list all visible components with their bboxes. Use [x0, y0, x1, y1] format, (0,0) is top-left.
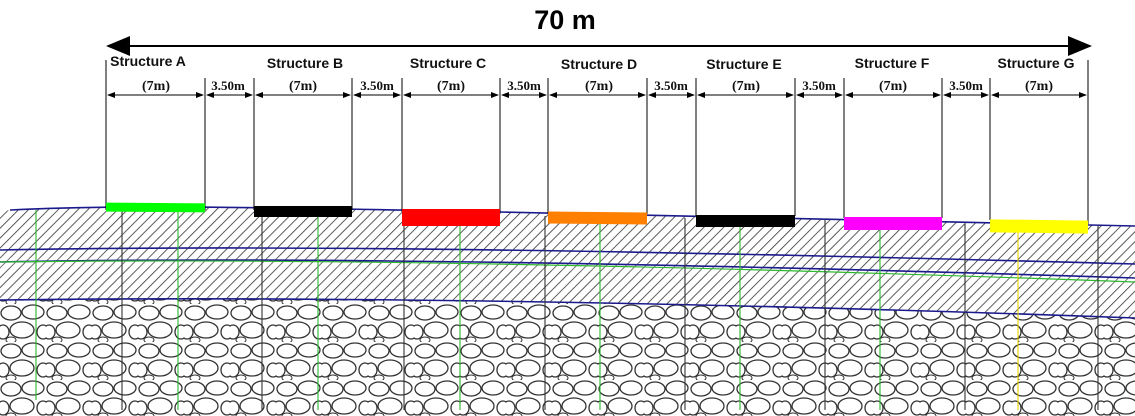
structure-b-footing: [254, 206, 352, 217]
structure-g: Structure G (7m): [989, 55, 1089, 234]
gap-label-ef: 3.50m: [802, 78, 836, 93]
structure-e: Structure E (7m): [695, 56, 796, 227]
structure-e-footing: [696, 215, 795, 227]
structure-a: Structure A (7m): [105, 53, 206, 213]
gap-label-fg: 3.50m: [949, 78, 983, 93]
grid-lines: [35, 210, 1099, 410]
gap-label-de: 3.50m: [654, 78, 688, 93]
boundary-line-3: [0, 298, 1135, 319]
structure-a-footing: [105, 202, 206, 213]
structure-f-footing: [844, 217, 942, 230]
structures: Structure A (7m) 3.50m Structure B (7m) …: [105, 53, 1089, 234]
structure-b-label: Structure B: [267, 55, 343, 71]
structure-a-label: Structure A: [110, 53, 186, 69]
structure-c-footing: [402, 209, 500, 226]
structure-e-width: (7m): [732, 79, 760, 94]
structure-f-width: (7m): [879, 79, 907, 94]
structure-a-width: (7m): [142, 79, 170, 94]
structure-c-width: (7m): [437, 79, 465, 94]
boundary-line-1: [0, 247, 1135, 265]
hatched-upper-layer: [0, 206, 1135, 318]
structure-d: Structure D (7m): [547, 56, 648, 225]
hatched-middle-band: [0, 256, 1135, 286]
overall-dimension-label: 70 m: [534, 5, 596, 35]
gap-label-ab: 3.50m: [211, 78, 245, 93]
gap-label-cd: 3.50m: [507, 78, 541, 93]
green-horizontal-line: [0, 260, 1135, 283]
structure-g-label: Structure G: [997, 55, 1074, 71]
rock-layer: [0, 298, 1135, 416]
structure-g-width: (7m): [1025, 79, 1053, 94]
structure-d-footing: [547, 211, 648, 225]
structure-f-label: Structure F: [855, 55, 930, 71]
structure-e-label: Structure E: [706, 56, 781, 72]
soil-layers: [0, 206, 1135, 416]
structure-b: Structure B (7m): [253, 55, 353, 217]
structure-c-label: Structure C: [410, 55, 486, 71]
structure-f: Structure F (7m): [843, 55, 943, 230]
structure-d-width: (7m): [585, 79, 613, 94]
structure-g-footing: [989, 219, 1089, 234]
structure-d-label: Structure D: [561, 56, 637, 72]
gap-label-bc: 3.50m: [360, 78, 394, 93]
boundary-line-2: [0, 259, 1135, 279]
overall-dimension: 70 m: [106, 5, 1092, 56]
structure-b-width: (7m): [289, 79, 317, 94]
structure-c: Structure C (7m): [401, 55, 501, 226]
